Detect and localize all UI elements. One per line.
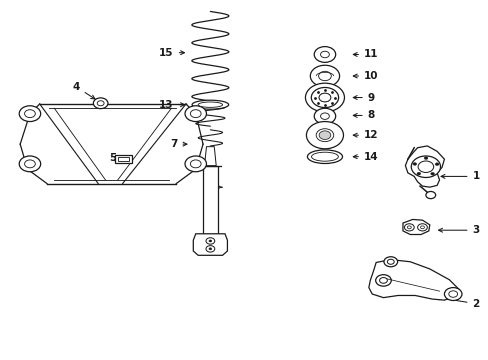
Text: 9: 9 <box>352 93 374 103</box>
Text: 12: 12 <box>352 130 378 140</box>
Circle shape <box>417 161 433 172</box>
Circle shape <box>190 110 201 118</box>
Circle shape <box>434 163 438 166</box>
Polygon shape <box>204 147 216 166</box>
Circle shape <box>318 71 330 81</box>
Circle shape <box>190 160 201 168</box>
Ellipse shape <box>307 150 342 163</box>
Circle shape <box>319 131 330 139</box>
Circle shape <box>423 157 427 159</box>
Circle shape <box>375 275 390 286</box>
Text: 10: 10 <box>352 71 378 81</box>
Ellipse shape <box>311 152 338 161</box>
Circle shape <box>386 259 393 264</box>
Text: 7: 7 <box>170 139 186 149</box>
Circle shape <box>314 108 335 124</box>
Polygon shape <box>202 166 218 234</box>
Polygon shape <box>402 220 429 234</box>
Circle shape <box>319 93 330 102</box>
Text: 3: 3 <box>438 225 479 235</box>
Circle shape <box>205 246 214 252</box>
Circle shape <box>404 224 413 231</box>
Circle shape <box>205 238 214 244</box>
Circle shape <box>311 87 338 108</box>
Circle shape <box>416 172 420 175</box>
Circle shape <box>306 122 343 149</box>
Circle shape <box>184 106 206 122</box>
Circle shape <box>24 160 35 168</box>
Text: 5: 5 <box>109 153 119 163</box>
Circle shape <box>425 192 435 199</box>
Circle shape <box>314 46 335 62</box>
Circle shape <box>412 162 416 165</box>
Circle shape <box>420 226 424 229</box>
Text: 4: 4 <box>72 82 95 99</box>
Circle shape <box>430 172 434 175</box>
Circle shape <box>407 226 410 229</box>
Circle shape <box>19 156 41 172</box>
Polygon shape <box>193 234 227 255</box>
Circle shape <box>444 288 461 301</box>
Text: 15: 15 <box>159 48 184 58</box>
Ellipse shape <box>192 100 228 109</box>
Text: 11: 11 <box>352 49 378 59</box>
Circle shape <box>320 113 329 120</box>
Circle shape <box>208 248 211 250</box>
Circle shape <box>379 278 386 283</box>
Text: 8: 8 <box>352 111 374 121</box>
Bar <box>118 157 129 161</box>
Polygon shape <box>405 146 444 187</box>
Text: 13: 13 <box>159 100 184 110</box>
Circle shape <box>208 240 211 242</box>
Text: 2: 2 <box>435 296 479 309</box>
Circle shape <box>310 65 339 87</box>
Circle shape <box>316 129 333 141</box>
Circle shape <box>93 98 108 109</box>
Text: 14: 14 <box>352 152 378 162</box>
Circle shape <box>24 110 35 118</box>
Bar <box>115 155 132 163</box>
Polygon shape <box>368 260 458 300</box>
Text: 1: 1 <box>440 171 479 181</box>
Circle shape <box>319 93 330 102</box>
Text: 6: 6 <box>209 182 222 192</box>
Circle shape <box>417 224 427 231</box>
Circle shape <box>448 291 457 297</box>
Ellipse shape <box>198 102 222 107</box>
Circle shape <box>410 156 440 177</box>
Circle shape <box>184 156 206 172</box>
Circle shape <box>383 257 397 267</box>
Circle shape <box>97 101 104 106</box>
Circle shape <box>19 106 41 122</box>
Circle shape <box>305 83 344 112</box>
Circle shape <box>320 51 329 58</box>
